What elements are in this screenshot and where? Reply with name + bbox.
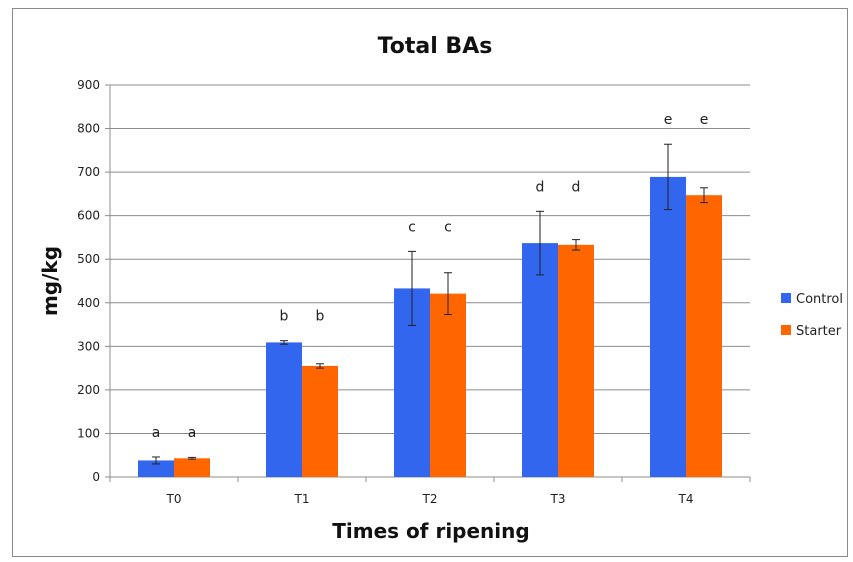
significance-label: b [280,309,289,325]
y-tick-label: 200 [77,383,100,397]
x-tick-label: T0 [166,492,182,506]
significance-label: c [444,219,452,235]
y-tick-label: 900 [77,78,100,92]
x-tick-label: T2 [422,492,438,506]
significance-labels: a a b b c c d d e e [152,112,709,441]
legend-label-starter: Starter [796,324,842,339]
x-tick-label: T4 [678,492,694,506]
bar-starter-t1 [302,365,338,477]
bar-starter-t4 [686,195,722,477]
significance-label: b [316,309,325,325]
y-tick-label: 100 [77,426,100,440]
bar-control-t4 [650,176,686,477]
significance-label: c [408,219,416,235]
bar-control-t1 [266,342,302,477]
gridlines [110,84,750,434]
significance-label: d [572,179,581,195]
bar-starter-t2 [430,293,466,477]
significance-label: a [188,425,197,441]
bar-starter-t3 [558,244,594,477]
legend-swatch-control [781,293,791,303]
legend-label-control: Control [796,292,843,307]
y-tick-label: 300 [77,339,100,353]
y-tick-label: 700 [77,165,100,179]
x-tick-label: T1 [294,492,310,506]
y-tick-label: 800 [77,122,100,136]
legend: Control Starter [781,292,843,339]
bars [138,176,722,477]
chart-title: Total BAs [378,34,493,59]
bar-control-t0 [138,460,174,477]
bar-starter-t0 [174,458,210,477]
significance-label: e [700,112,709,128]
y-tick-label: 500 [77,252,100,266]
y-axis-title: mg/kg [38,246,62,316]
error-bars [152,143,708,465]
x-tick-label: T3 [550,492,566,506]
significance-label: e [664,112,673,128]
significance-label: a [152,425,161,441]
y-tick-label: 600 [77,209,100,223]
legend-swatch-starter [781,325,791,335]
x-axis-title: Times of ripening [332,519,529,543]
tick-labels: 0 100 200 300 400 500 600 700 800 900 T0 T1 T2 T3 T4 [77,78,693,506]
y-tick-label: 0 [92,470,100,484]
y-tick-label: 400 [77,296,100,310]
significance-label: d [536,179,545,195]
bar-control-t3 [522,243,558,477]
